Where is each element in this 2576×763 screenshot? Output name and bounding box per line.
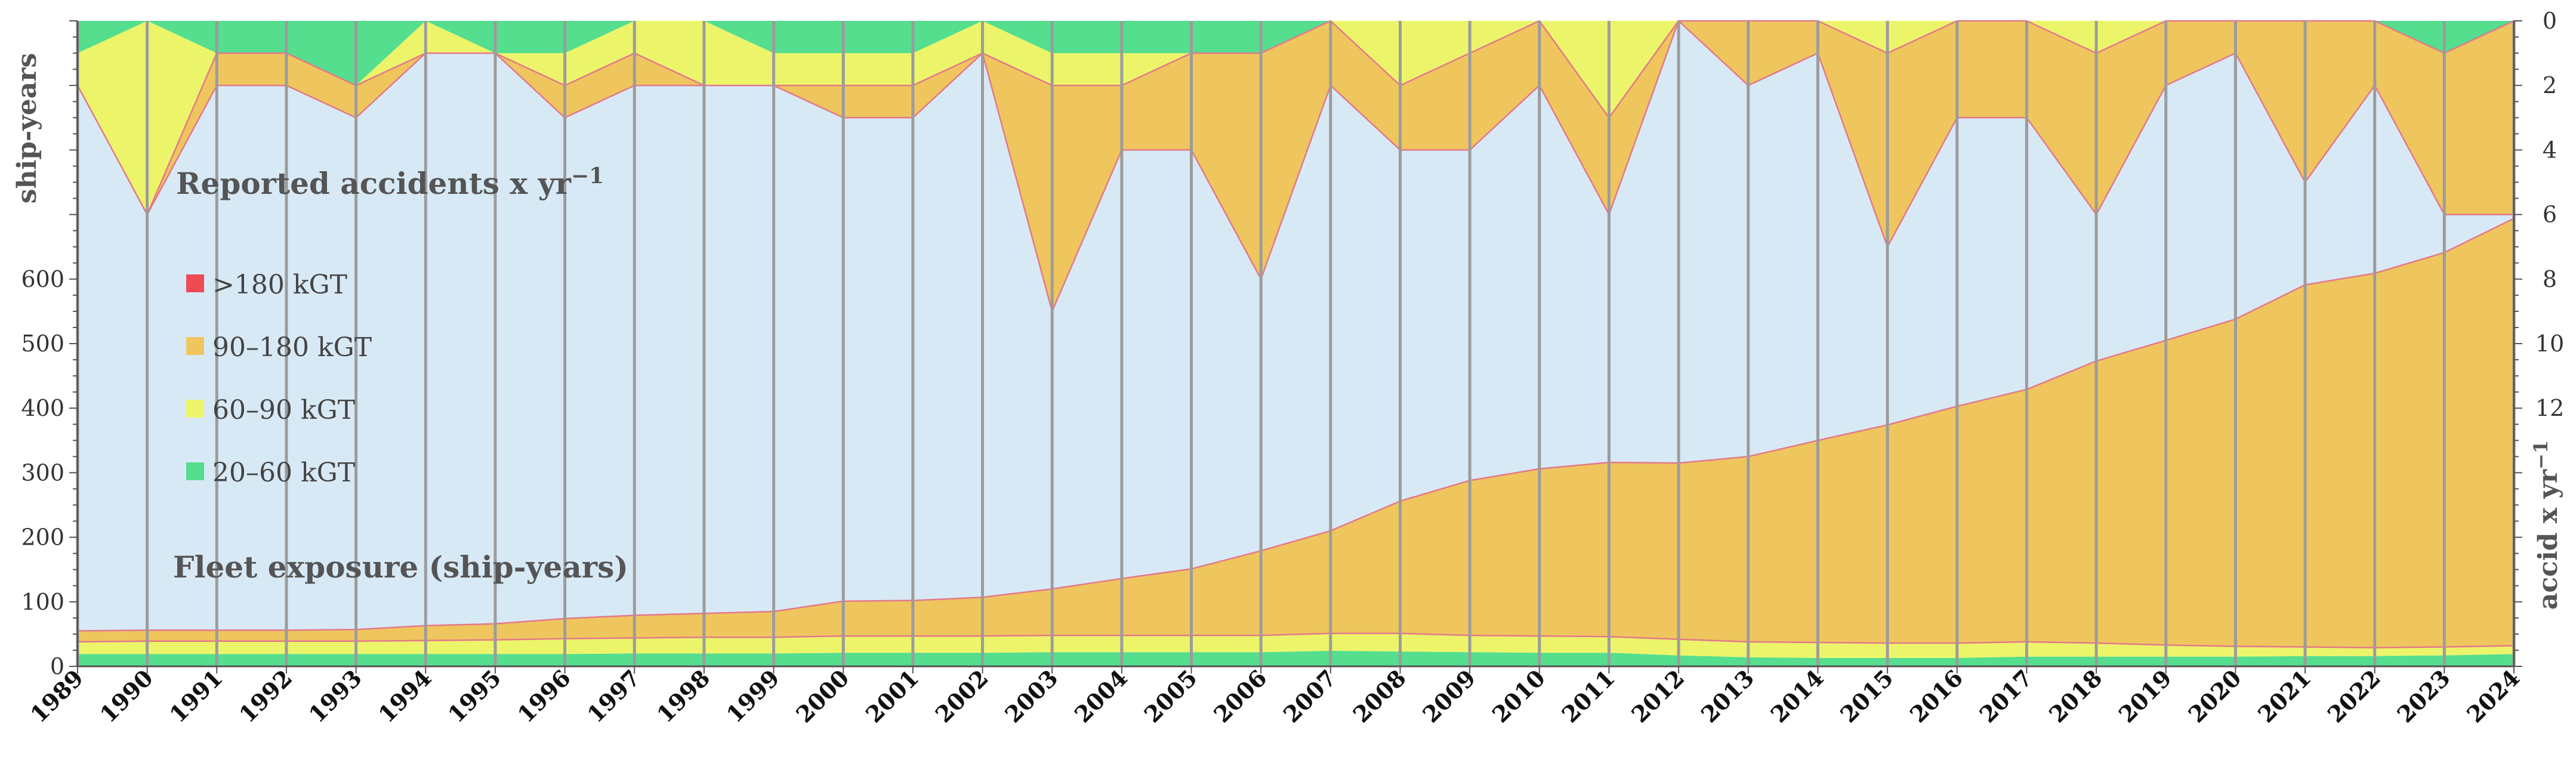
x-tick-label-2016: 2016: [1904, 665, 1968, 728]
legend-label-3: 20–60 kGT: [212, 458, 355, 488]
x-tick-label-2020: 2020: [2183, 665, 2247, 728]
x-tick-label-2005: 2005: [1139, 665, 1202, 728]
accident-area-1: [78, 21, 2514, 215]
x-tick-label-1998: 1998: [652, 665, 715, 728]
x-tick-label-2002: 2002: [930, 665, 994, 728]
right-axis-title-text: accid x yr: [2533, 469, 2563, 610]
x-tick-label-2000: 2000: [791, 665, 854, 728]
left-tick-label-600: 600: [21, 266, 64, 292]
x-tick-label-2023: 2023: [2392, 665, 2455, 728]
x-tick-label-2010: 2010: [1487, 665, 1551, 728]
x-tick-label-1993: 1993: [303, 665, 367, 728]
x-tick-label-1995: 1995: [443, 665, 507, 728]
left-tick-label-200: 200: [21, 524, 64, 551]
x-tick-label-2015: 2015: [1835, 665, 1899, 728]
right-tick-label-12: 12: [2535, 395, 2564, 421]
accidents-annotation: Reported accidents x yr−1: [176, 163, 604, 201]
legend-swatch-2: [186, 400, 204, 418]
legend-label-2: 60–90 kGT: [212, 395, 355, 425]
x-tick-label-2013: 2013: [1696, 665, 1760, 728]
x-tick-label-1994: 1994: [373, 665, 437, 728]
right-tick-label-0: 0: [2543, 8, 2557, 34]
x-tick-label-2011: 2011: [1556, 665, 1620, 728]
x-tick-label-2003: 2003: [999, 665, 1063, 728]
right-axis-title-superscript: −1: [2529, 440, 2552, 469]
x-tick-label-2009: 2009: [1417, 665, 1481, 728]
x-tick-label-2004: 2004: [1069, 665, 1133, 728]
x-tick-label-1992: 1992: [234, 665, 298, 728]
x-tick-label-2024: 2024: [2461, 665, 2525, 728]
legend: >180 kGT 90–180 kGT 60–90 kGT 20–60 kGT: [186, 270, 372, 488]
x-tick-label-2001: 2001: [860, 665, 924, 728]
right-axis-title: accid x yr−1: [2529, 440, 2563, 610]
right-tick-label-4: 4: [2543, 137, 2557, 163]
legend-swatch-3: [186, 462, 204, 480]
exposure-area-0: [78, 651, 2514, 666]
x-tick-label-2021: 2021: [2253, 665, 2316, 728]
x-tick-label-1997: 1997: [582, 665, 646, 728]
year-dividers-group: [76, 21, 2516, 666]
legend-label-1: 90–180 kGT: [212, 332, 372, 363]
legend-swatch-0: [186, 274, 204, 292]
x-tick-label-1999: 1999: [721, 665, 785, 728]
x-tick-label-2007: 2007: [1278, 665, 1342, 728]
x-tick-label-1990: 1990: [94, 665, 158, 728]
left-tick-label-500: 500: [21, 330, 64, 357]
accidents-annotation-text: Reported accidents x yr: [176, 166, 572, 201]
right-tick-label-6: 6: [2543, 202, 2557, 228]
left-tick-label-100: 100: [21, 589, 64, 615]
x-tick-label-2019: 2019: [2113, 665, 2177, 728]
x-tick-label-1996: 1996: [512, 665, 576, 728]
legend-swatch-1: [186, 337, 204, 355]
left-tick-label-0: 0: [50, 653, 64, 679]
x-tick-label-1991: 1991: [164, 665, 228, 728]
x-tick-label-2008: 2008: [1347, 665, 1411, 728]
left-tick-label-300: 300: [21, 459, 64, 486]
legend-label-0: >180 kGT: [212, 270, 347, 300]
left-axis-title: ship-years: [12, 53, 42, 204]
left-tick-label-400: 400: [21, 395, 64, 421]
x-tick-label-2022: 2022: [2322, 665, 2386, 728]
right-tick-label-8: 8: [2543, 266, 2557, 292]
x-tick-label-2018: 2018: [2044, 665, 2108, 728]
right-tick-label-2: 2: [2543, 72, 2557, 98]
accidents-annotation-superscript: −1: [571, 163, 604, 189]
exposure-annotation: Fleet exposure (ship-years): [173, 549, 628, 585]
exposure-area-1: [78, 633, 2514, 658]
right-tick-label-10: 10: [2535, 330, 2564, 357]
x-tick-label-2014: 2014: [1765, 665, 1829, 728]
x-tick-label-2017: 2017: [1974, 665, 2038, 728]
x-tick-label-2012: 2012: [1626, 665, 1690, 728]
x-tick-label-2006: 2006: [1208, 665, 1272, 728]
